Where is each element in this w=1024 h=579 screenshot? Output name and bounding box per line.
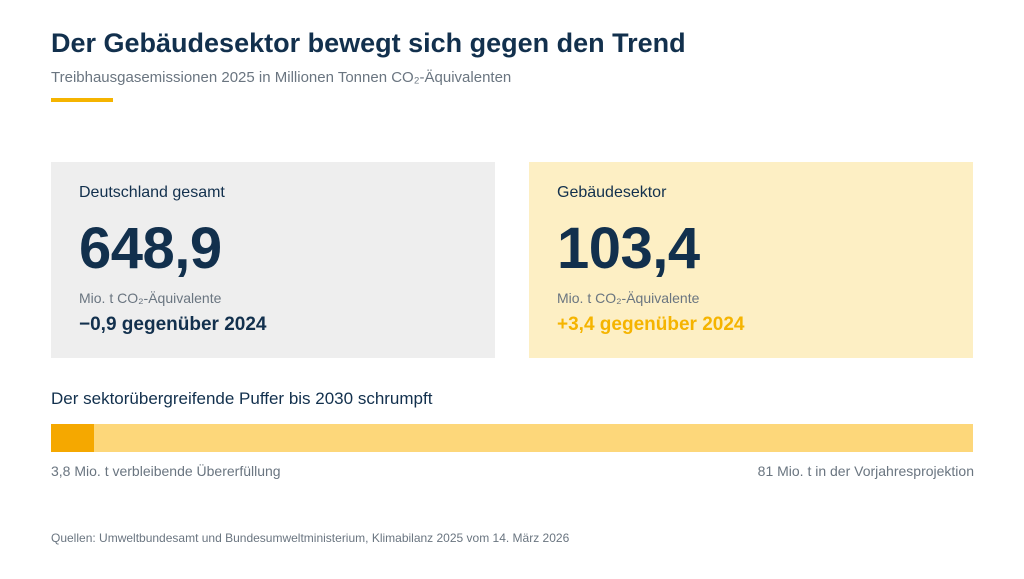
card-label: Deutschland gesamt [79, 184, 225, 201]
card-unit: Mio. t CO₂-Äquivalente [557, 290, 700, 306]
card-building-sector: Gebäudesektor 103,4 Mio. t CO₂-Äquivalen… [529, 162, 973, 358]
accent-rule [51, 98, 113, 102]
card-label: Gebäudesektor [557, 184, 667, 201]
buffer-left-label: 3,8 Mio. t verbleibende Übererfüllung [51, 463, 281, 479]
card-germany-total: Deutschland gesamt 648,9 Mio. t CO₂-Äqui… [51, 162, 495, 358]
page-title: Der Gebäudesektor bewegt sich gegen den … [51, 28, 686, 58]
source-note: Quellen: Umweltbundesamt und Bundesumwel… [51, 531, 570, 545]
card-unit: Mio. t CO₂-Äquivalente [79, 290, 222, 306]
buffer-heading: Der sektorübergreifende Puffer bis 2030 … [51, 389, 433, 408]
card-change: −0,9 gegenüber 2024 [79, 314, 267, 335]
card-change: +3,4 gegenüber 2024 [557, 314, 745, 335]
page-subtitle: Treibhausgasemissionen 2025 in Millionen… [51, 69, 512, 86]
buffer-bar-track [51, 424, 973, 452]
card-value: 103,4 [557, 216, 700, 281]
card-value: 648,9 [79, 216, 222, 281]
buffer-bar-fill [51, 424, 95, 452]
buffer-right-label: 81 Mio. t in der Vorjahresprojektion [757, 463, 974, 479]
